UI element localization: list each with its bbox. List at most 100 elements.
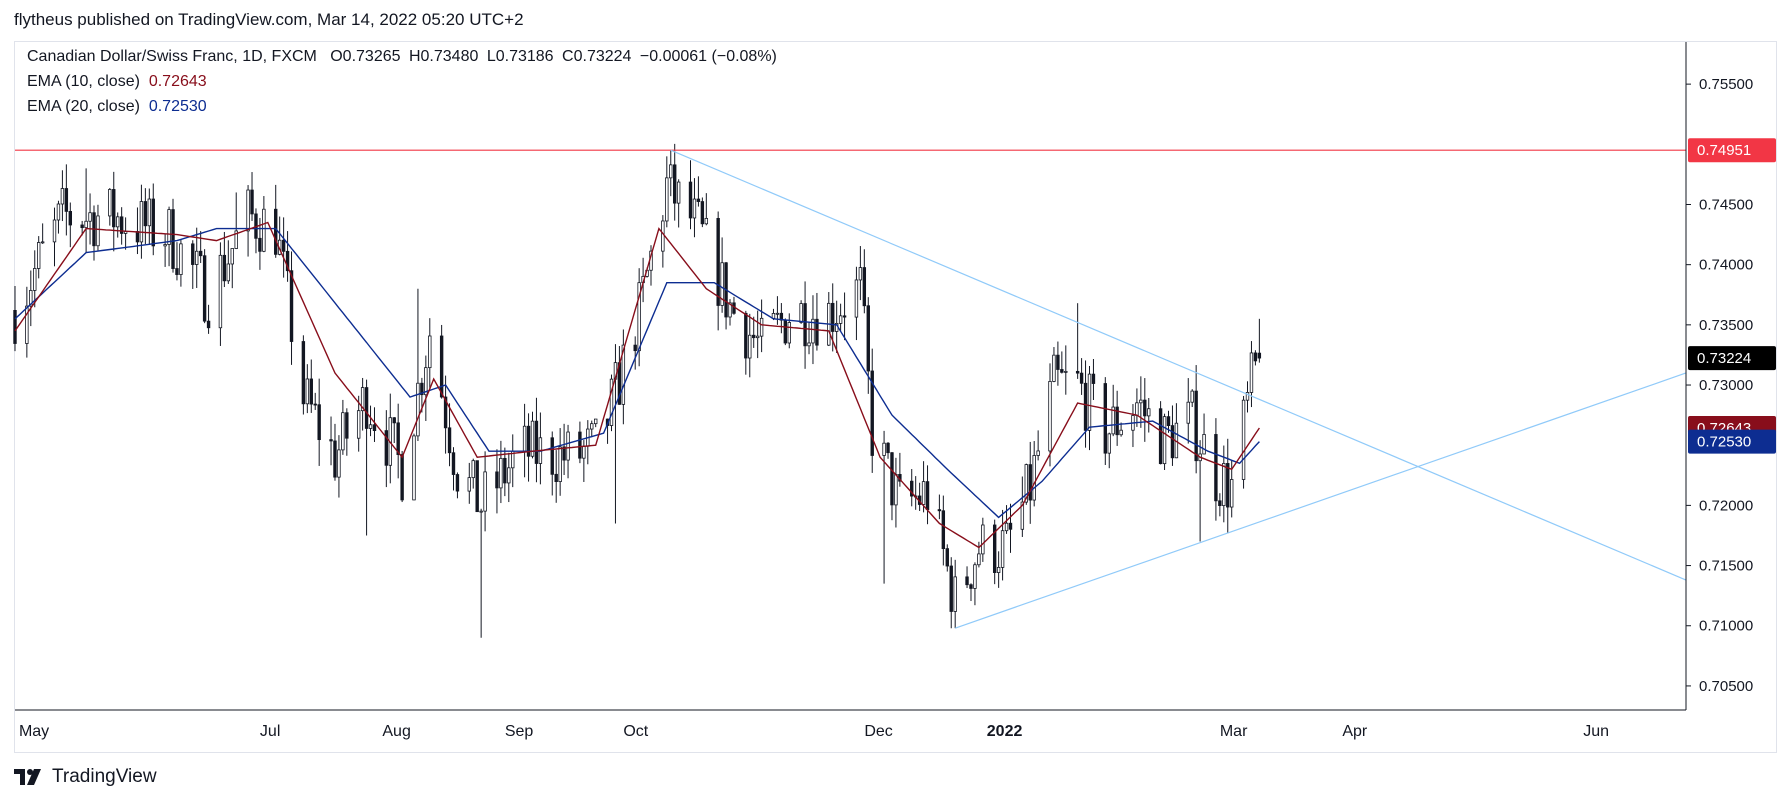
candle-body	[1004, 522, 1009, 532]
close-value: 0.73224	[573, 48, 632, 65]
candle-body	[945, 548, 949, 567]
candle-body	[1226, 463, 1230, 508]
candle-body	[783, 319, 788, 344]
candle-body	[64, 188, 69, 212]
chart-frame[interactable]	[14, 41, 1777, 753]
candle-body	[842, 315, 847, 318]
low-label: L	[486, 48, 496, 65]
candle-body	[198, 250, 203, 257]
candle-body	[285, 250, 290, 272]
candle-body	[882, 442, 886, 456]
candle-body	[396, 422, 400, 455]
candle-body	[13, 310, 17, 344]
candle-body	[973, 564, 977, 589]
change-value: −0.00061 (−0.08%)	[639, 48, 777, 65]
candle-body	[854, 279, 859, 318]
ema20-legend[interactable]: EMA (20, close) 0.72530	[27, 98, 207, 116]
candle-body	[803, 303, 807, 347]
candle-body	[1230, 479, 1234, 508]
candle-body	[522, 425, 527, 452]
candle-body	[759, 317, 764, 337]
candle-body	[858, 267, 863, 281]
candle-body	[1241, 399, 1246, 480]
candle-body	[507, 467, 511, 484]
candle-body	[147, 198, 152, 227]
candle-body	[420, 382, 424, 396]
price-tag-label: 0.74951	[1697, 142, 1751, 159]
ema10-line	[14, 221, 1260, 549]
candle-body	[1257, 352, 1262, 359]
candle-body	[471, 460, 475, 479]
candle-body	[337, 449, 341, 478]
candle-body	[412, 435, 416, 501]
candle-body	[1119, 429, 1123, 436]
candle-body	[992, 524, 997, 573]
candle-body	[1083, 382, 1088, 431]
candle-body	[1052, 354, 1056, 382]
price-tick-label: 0.71500	[1699, 558, 1753, 575]
candle-body	[416, 382, 420, 437]
ascending-trendline	[954, 372, 1687, 629]
candle-body	[661, 220, 665, 252]
price-tag	[1688, 346, 1776, 371]
candle-body	[862, 267, 867, 307]
candle-body	[274, 208, 278, 255]
candle-body	[333, 440, 337, 478]
candle-body	[1249, 352, 1254, 393]
brand-name: TradingView	[52, 766, 157, 787]
open-value: 0.73265	[342, 48, 401, 65]
candle-body	[775, 312, 780, 315]
low-value: 0.73186	[495, 48, 554, 65]
candle-body	[807, 342, 811, 347]
candle-body	[530, 420, 535, 457]
candle-body	[728, 302, 732, 318]
price-tick-label: 0.73000	[1699, 377, 1753, 394]
price-tag-label: 0.72530	[1697, 434, 1751, 451]
candle-body	[1008, 522, 1013, 530]
ema20-label: EMA (20, close)	[27, 98, 140, 115]
candle-body	[60, 188, 65, 205]
candle-body	[341, 412, 345, 451]
candle-body	[329, 439, 333, 442]
candle-body	[890, 452, 894, 506]
candle-body	[503, 457, 507, 484]
candle-body	[1064, 370, 1068, 373]
candle-body	[234, 230, 238, 249]
time-tick-label: Dec	[864, 723, 892, 740]
candle-body	[526, 425, 531, 457]
candle-body	[191, 243, 195, 265]
candle-body	[317, 404, 321, 441]
candle-body	[143, 201, 148, 227]
candles	[13, 143, 1262, 638]
tradingview-logo[interactable]: TradingView	[14, 766, 157, 788]
candle-body	[673, 164, 677, 204]
candle-body	[977, 553, 981, 566]
candle-body	[1158, 408, 1163, 465]
ema10-legend[interactable]: EMA (10, close) 0.72643	[27, 73, 207, 91]
candle-body	[534, 420, 539, 464]
candle-body	[941, 510, 946, 550]
candle-body	[996, 566, 1001, 573]
price-tag-label: 0.73224	[1697, 350, 1751, 367]
candle-body	[633, 344, 637, 352]
candle-body	[669, 164, 673, 179]
ema20-line	[14, 227, 1260, 519]
candle-body	[1186, 401, 1190, 424]
candle-body	[1143, 399, 1147, 417]
high-value: 0.73480	[420, 48, 479, 65]
candle-body	[925, 481, 930, 510]
candle-body	[305, 378, 310, 405]
candle-body	[37, 242, 41, 269]
candle-body	[831, 302, 835, 332]
symbol-title[interactable]: Canadian Dollar/Swiss Franc, 1D, FXCM	[27, 48, 317, 65]
ema10-label: EMA (10, close)	[27, 73, 140, 90]
price-tick-label: 0.71000	[1699, 618, 1753, 635]
candle-body	[222, 254, 227, 282]
time-tick-label: Jul	[260, 723, 280, 740]
candle-body	[1060, 369, 1064, 373]
candle-body	[467, 477, 471, 492]
candle-body	[1214, 434, 1218, 502]
candle-body	[499, 457, 503, 489]
candle-body	[447, 427, 452, 454]
